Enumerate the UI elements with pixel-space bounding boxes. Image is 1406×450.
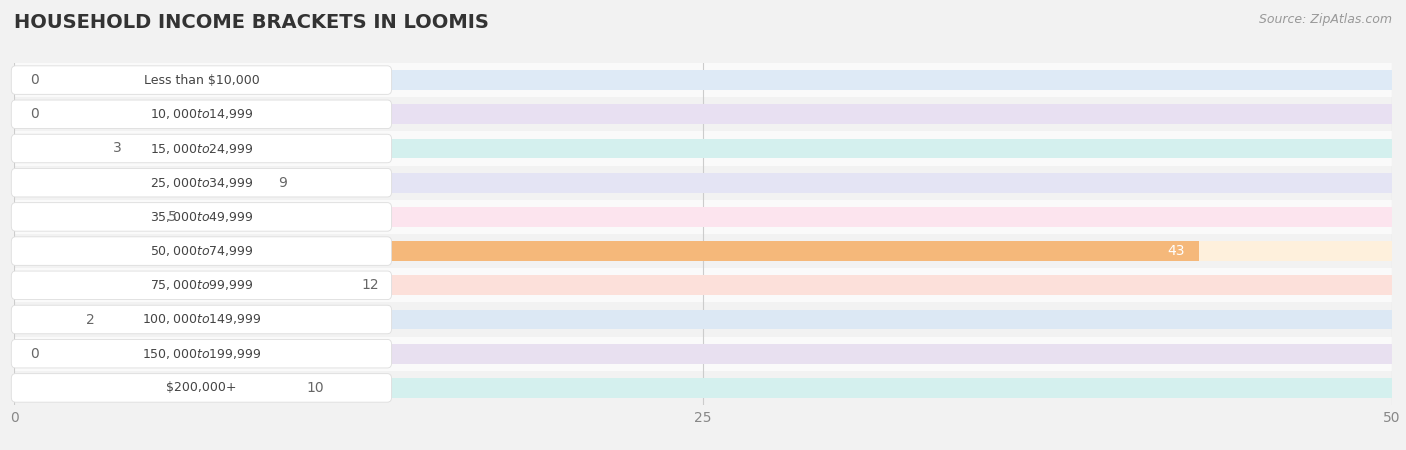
Text: $200,000+: $200,000+: [166, 382, 236, 394]
Text: 2: 2: [86, 312, 94, 327]
FancyBboxPatch shape: [11, 66, 392, 94]
Bar: [14, 344, 1392, 364]
Bar: [0, 131, 1406, 166]
Bar: [14, 173, 1392, 193]
Bar: [0, 268, 1406, 302]
Bar: [0, 302, 1406, 337]
Text: Source: ZipAtlas.com: Source: ZipAtlas.com: [1258, 14, 1392, 27]
FancyBboxPatch shape: [11, 134, 392, 163]
FancyBboxPatch shape: [11, 168, 392, 197]
Text: 5: 5: [169, 210, 177, 224]
Bar: [0, 166, 1406, 200]
Text: 43: 43: [1168, 244, 1185, 258]
Bar: [14, 310, 1392, 329]
Text: 10: 10: [307, 381, 323, 395]
Bar: [0, 97, 1406, 131]
Bar: [0, 63, 1406, 97]
Text: $100,000 to $149,999: $100,000 to $149,999: [142, 312, 262, 327]
Bar: [14, 275, 1392, 295]
Bar: [14, 275, 344, 295]
Bar: [14, 378, 1392, 398]
FancyBboxPatch shape: [11, 305, 392, 334]
Bar: [14, 241, 1392, 261]
Bar: [14, 207, 1392, 227]
Text: Less than $10,000: Less than $10,000: [143, 74, 259, 86]
Text: $35,000 to $49,999: $35,000 to $49,999: [149, 210, 253, 224]
Text: $15,000 to $24,999: $15,000 to $24,999: [149, 141, 253, 156]
Text: 0: 0: [31, 107, 39, 122]
FancyBboxPatch shape: [11, 271, 392, 300]
Text: 0: 0: [31, 73, 39, 87]
Text: 0: 0: [31, 346, 39, 361]
Bar: [14, 139, 97, 158]
FancyBboxPatch shape: [11, 100, 392, 129]
Bar: [0, 200, 1406, 234]
Text: HOUSEHOLD INCOME BRACKETS IN LOOMIS: HOUSEHOLD INCOME BRACKETS IN LOOMIS: [14, 14, 489, 32]
Text: $150,000 to $199,999: $150,000 to $199,999: [142, 346, 262, 361]
Text: $25,000 to $34,999: $25,000 to $34,999: [149, 176, 253, 190]
FancyBboxPatch shape: [11, 237, 392, 266]
Text: $10,000 to $14,999: $10,000 to $14,999: [149, 107, 253, 122]
Bar: [14, 139, 1392, 158]
Bar: [14, 310, 69, 329]
Bar: [14, 207, 152, 227]
Text: $75,000 to $99,999: $75,000 to $99,999: [149, 278, 253, 293]
Bar: [0, 371, 1406, 405]
Bar: [14, 104, 1392, 124]
FancyBboxPatch shape: [11, 202, 392, 231]
Text: 12: 12: [361, 278, 378, 293]
FancyBboxPatch shape: [11, 374, 392, 402]
Bar: [14, 70, 1392, 90]
Text: $50,000 to $74,999: $50,000 to $74,999: [149, 244, 253, 258]
FancyBboxPatch shape: [11, 339, 392, 368]
Text: 9: 9: [278, 176, 287, 190]
Bar: [14, 378, 290, 398]
Bar: [14, 241, 1199, 261]
Bar: [0, 234, 1406, 268]
Bar: [0, 337, 1406, 371]
Bar: [14, 173, 262, 193]
Text: 3: 3: [114, 141, 122, 156]
